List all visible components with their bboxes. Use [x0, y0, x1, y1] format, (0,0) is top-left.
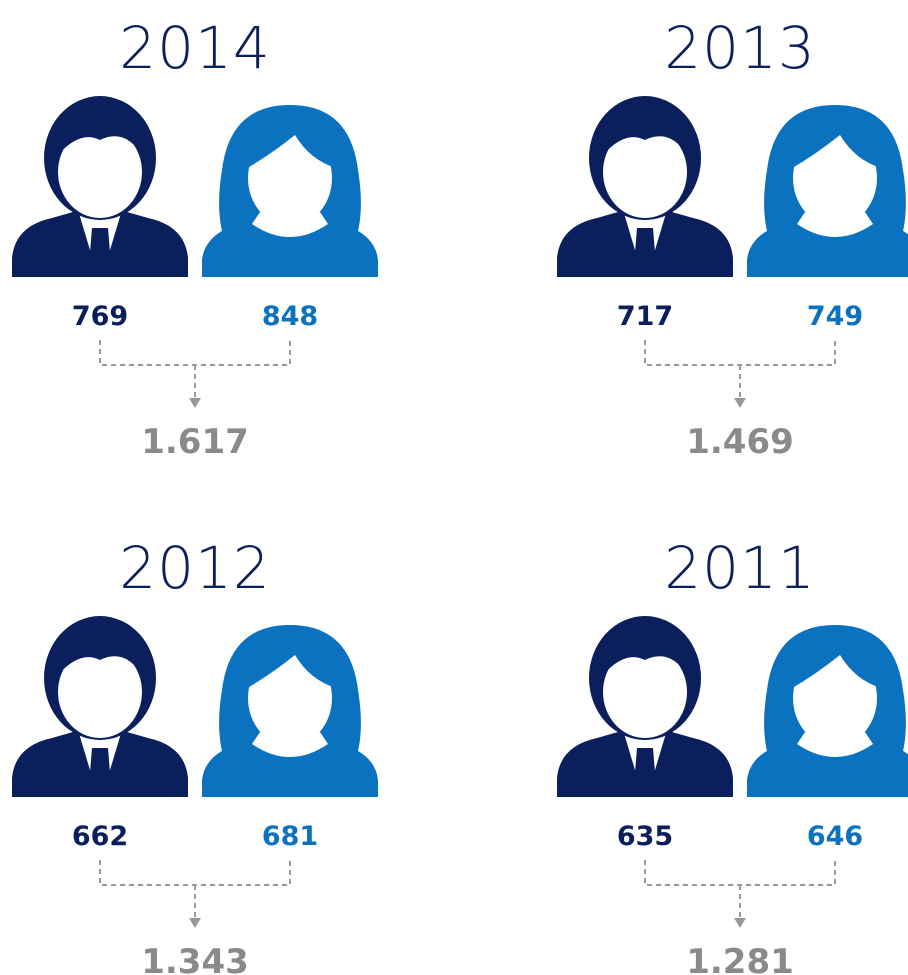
men-count: 662 — [72, 821, 128, 852]
year-panel: 2013 717 749 1.469 — [557, 14, 908, 462]
sum-bracket — [99, 860, 291, 918]
year-panel: 2014 769 848 1.617 — [12, 14, 378, 462]
woman-icon — [202, 105, 378, 277]
sum-arrow — [189, 398, 201, 408]
total-count: 1.617 — [141, 422, 249, 462]
women-count: 749 — [807, 301, 863, 332]
woman-icon — [202, 625, 378, 797]
sum-bracket — [644, 860, 836, 918]
year-label: 2011 — [664, 534, 816, 602]
total-count: 1.343 — [141, 942, 249, 975]
man-icon — [12, 616, 188, 797]
man-icon — [557, 616, 733, 797]
year-label: 2013 — [664, 14, 816, 82]
woman-icon — [747, 625, 908, 797]
man-icon — [12, 96, 188, 277]
year-label: 2012 — [119, 534, 271, 602]
year-label: 2014 — [119, 14, 271, 82]
sum-bracket — [99, 340, 291, 398]
total-count: 1.281 — [686, 942, 794, 975]
women-count: 646 — [807, 821, 863, 852]
men-count: 717 — [617, 301, 673, 332]
total-count: 1.469 — [686, 422, 794, 462]
woman-icon — [747, 105, 908, 277]
year-panel: 2012 662 681 1.343 — [12, 534, 378, 975]
year-panel: 2011 635 646 1.281 — [557, 534, 908, 975]
sum-arrow — [734, 918, 746, 928]
sum-bracket — [644, 340, 836, 398]
sum-arrow — [189, 918, 201, 928]
women-count: 848 — [262, 301, 318, 332]
men-count: 635 — [617, 821, 673, 852]
sum-arrow — [734, 398, 746, 408]
women-count: 681 — [262, 821, 318, 852]
man-icon — [557, 96, 733, 277]
men-count: 769 — [72, 301, 128, 332]
